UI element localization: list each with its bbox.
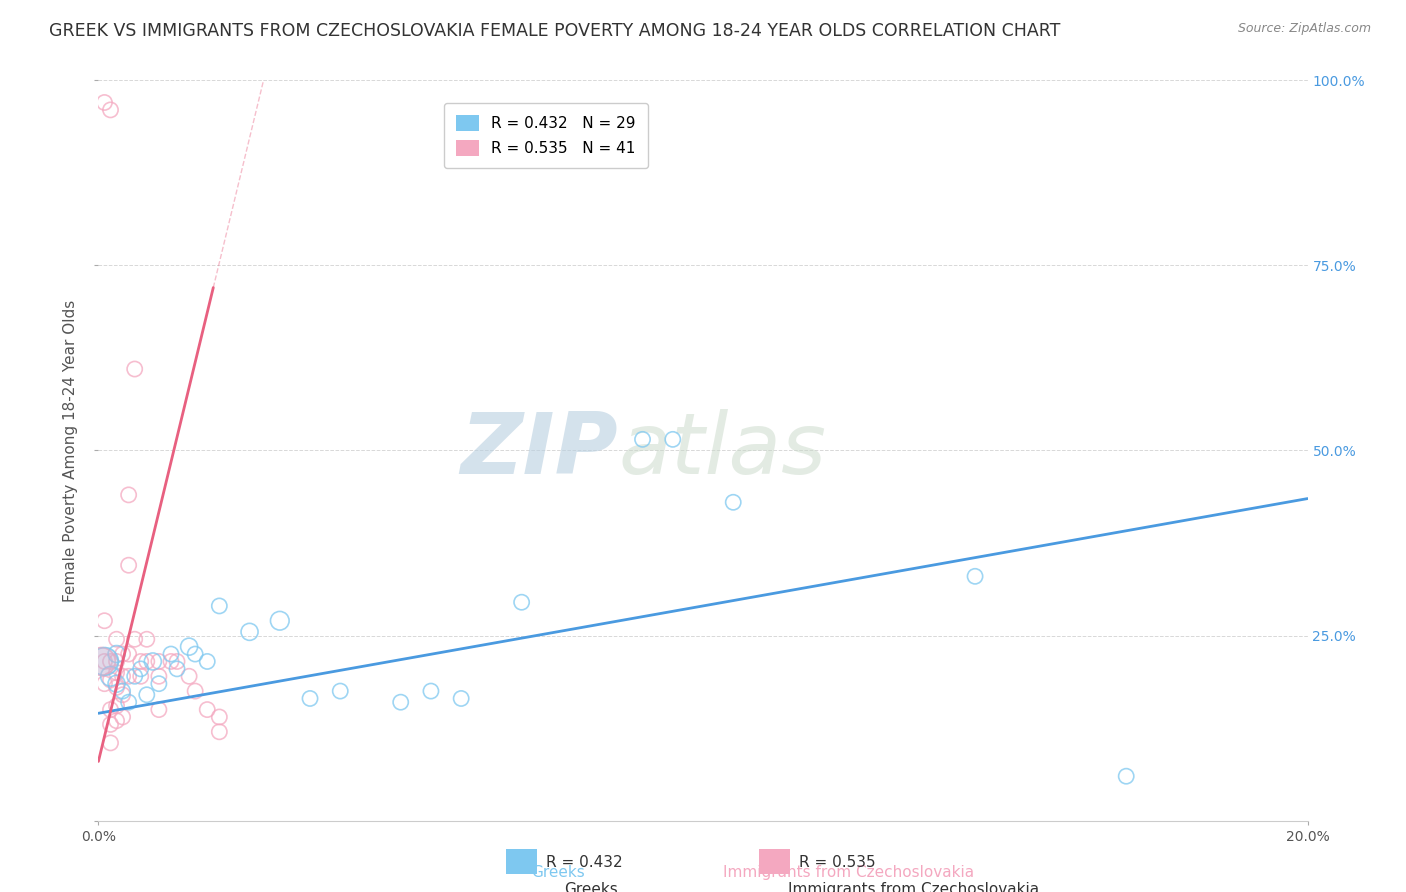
Point bbox=[105, 714, 128, 728]
Point bbox=[129, 662, 152, 676]
Text: Source: ZipAtlas.com: Source: ZipAtlas.com bbox=[1237, 22, 1371, 36]
Point bbox=[965, 569, 987, 583]
Point bbox=[90, 655, 112, 669]
Point bbox=[195, 703, 218, 717]
Point bbox=[93, 95, 115, 110]
Point bbox=[100, 103, 122, 117]
Point bbox=[329, 684, 352, 698]
Point bbox=[129, 655, 152, 669]
Point bbox=[93, 655, 115, 669]
Point bbox=[208, 710, 231, 724]
Point bbox=[100, 655, 122, 669]
Point bbox=[105, 665, 128, 680]
Point bbox=[269, 614, 291, 628]
Point bbox=[100, 673, 122, 687]
Point bbox=[105, 676, 128, 690]
Text: R = 0.535: R = 0.535 bbox=[799, 855, 875, 870]
Point bbox=[160, 655, 183, 669]
Point bbox=[184, 647, 207, 661]
Point bbox=[208, 599, 231, 613]
Point bbox=[510, 595, 533, 609]
Point bbox=[184, 684, 207, 698]
Point bbox=[111, 669, 134, 683]
Point bbox=[723, 495, 745, 509]
Point bbox=[135, 632, 157, 647]
Point bbox=[93, 655, 115, 669]
Point bbox=[239, 624, 262, 639]
Point bbox=[420, 684, 443, 698]
Point bbox=[100, 669, 122, 683]
Point bbox=[179, 640, 201, 654]
Point bbox=[129, 669, 152, 683]
Point bbox=[389, 695, 412, 709]
Point bbox=[208, 724, 231, 739]
Point bbox=[148, 703, 170, 717]
Point bbox=[100, 736, 122, 750]
Point bbox=[631, 433, 654, 447]
Point bbox=[111, 710, 134, 724]
Text: ZIP: ZIP bbox=[461, 409, 619, 492]
Point bbox=[118, 647, 141, 661]
Point bbox=[148, 655, 170, 669]
Point bbox=[299, 691, 322, 706]
Point bbox=[93, 676, 115, 690]
Point bbox=[111, 647, 134, 661]
Point bbox=[195, 655, 218, 669]
Point bbox=[105, 655, 128, 669]
Point bbox=[166, 655, 188, 669]
Point bbox=[142, 655, 165, 669]
Point bbox=[105, 632, 128, 647]
Point bbox=[166, 662, 188, 676]
Point bbox=[118, 558, 141, 573]
Text: R = 0.432: R = 0.432 bbox=[546, 855, 621, 870]
Point bbox=[1115, 769, 1137, 783]
Point bbox=[450, 691, 472, 706]
Point bbox=[124, 669, 146, 683]
Text: GREEK VS IMMIGRANTS FROM CZECHOSLOVAKIA FEMALE POVERTY AMONG 18-24 YEAR OLDS COR: GREEK VS IMMIGRANTS FROM CZECHOSLOVAKIA … bbox=[49, 22, 1060, 40]
Point bbox=[111, 684, 134, 698]
Point bbox=[135, 655, 157, 669]
Point bbox=[148, 676, 170, 690]
Point bbox=[105, 647, 128, 661]
Point bbox=[111, 688, 134, 702]
Point bbox=[148, 669, 170, 683]
Point bbox=[661, 433, 683, 447]
Point bbox=[93, 655, 115, 669]
Point bbox=[179, 669, 201, 683]
Text: Greeks: Greeks bbox=[564, 882, 617, 892]
Point bbox=[105, 681, 128, 695]
Text: Immigrants from Czechoslovakia: Immigrants from Czechoslovakia bbox=[789, 882, 1039, 892]
Text: Immigrants from Czechoslovakia: Immigrants from Czechoslovakia bbox=[723, 865, 974, 880]
Y-axis label: Female Poverty Among 18-24 Year Olds: Female Poverty Among 18-24 Year Olds bbox=[63, 300, 79, 601]
Point bbox=[105, 698, 128, 713]
Point bbox=[118, 488, 141, 502]
Point bbox=[124, 632, 146, 647]
Point bbox=[135, 688, 157, 702]
Point bbox=[118, 695, 141, 709]
Point bbox=[90, 655, 112, 669]
Point bbox=[124, 362, 146, 376]
Point bbox=[160, 647, 183, 661]
Point bbox=[100, 703, 122, 717]
Legend: R = 0.432   N = 29, R = 0.535   N = 41: R = 0.432 N = 29, R = 0.535 N = 41 bbox=[444, 103, 648, 169]
Point bbox=[93, 614, 115, 628]
Point bbox=[100, 717, 122, 731]
Text: Greeks: Greeks bbox=[531, 865, 585, 880]
Text: atlas: atlas bbox=[619, 409, 827, 492]
Point bbox=[118, 669, 141, 683]
